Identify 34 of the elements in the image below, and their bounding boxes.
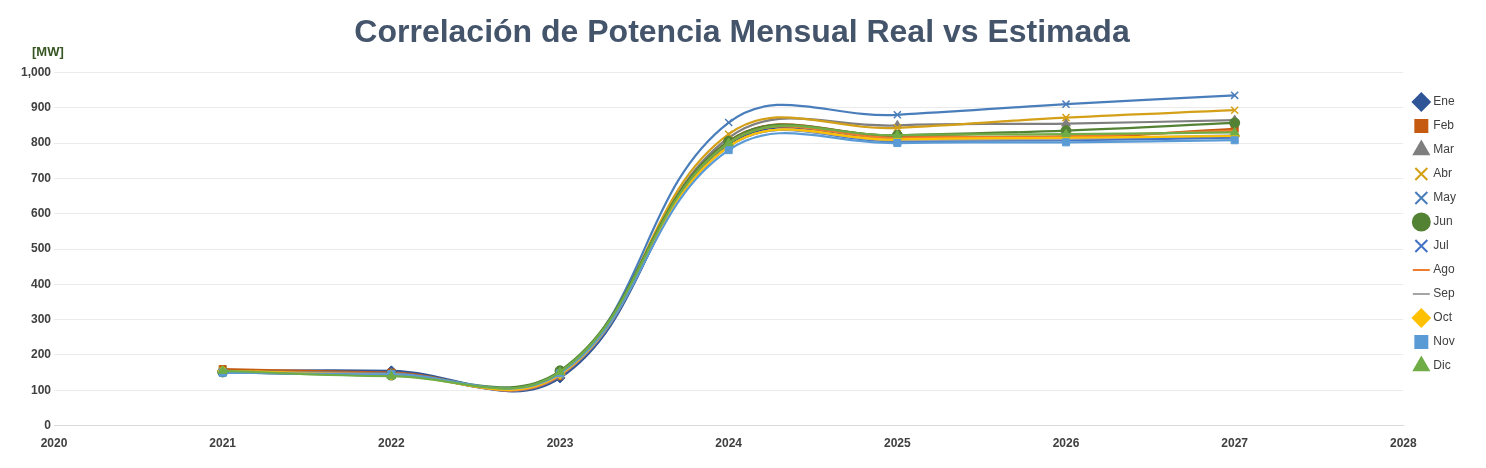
legend-label: Mar: [1433, 142, 1454, 157]
y-tick-label: 200: [31, 347, 52, 362]
y-tick-label: 500: [31, 241, 52, 256]
x-tick-label: 2022: [378, 436, 406, 451]
legend-label: May: [1433, 190, 1456, 205]
legend-label: Sep: [1433, 286, 1456, 301]
legend-label: Jun: [1433, 214, 1453, 229]
legend-label: Jul: [1433, 238, 1449, 253]
y-tick-label: 300: [31, 311, 52, 326]
y-tick-label: 800: [31, 135, 52, 150]
legend-label: Feb: [1433, 118, 1455, 133]
legend-label: Dic: [1433, 358, 1451, 373]
y-tick-label: 600: [31, 205, 52, 220]
legend-label: Nov: [1433, 334, 1455, 349]
chart-title: Correlación de Potencia Mensual Real vs Estimada: [354, 13, 1130, 50]
y-axis-title: [MW]: [32, 43, 64, 59]
x-tick-label: 2021: [209, 436, 237, 451]
x-tick-label: 2028: [1389, 436, 1417, 451]
x-tick-label: 2023: [546, 436, 574, 451]
y-tick-label: 900: [31, 100, 52, 115]
y-tick-label: 0: [44, 417, 52, 432]
legend-label: Oct: [1433, 310, 1453, 325]
x-tick-label: 2020: [40, 436, 68, 451]
x-tick-label: 2026: [1052, 436, 1080, 451]
legend-label: Abr: [1433, 166, 1453, 181]
x-tick-label: 2024: [715, 436, 743, 451]
legend-label: Ago: [1433, 262, 1456, 277]
y-tick-label: 1,000: [21, 64, 52, 79]
y-tick-label: 700: [31, 170, 52, 185]
y-tick-label: 400: [31, 276, 52, 291]
y-tick-label: 100: [31, 382, 52, 397]
x-tick-label: 2027: [1221, 436, 1249, 451]
legend-label: Ene: [1433, 94, 1456, 109]
x-tick-label: 2025: [883, 436, 912, 451]
